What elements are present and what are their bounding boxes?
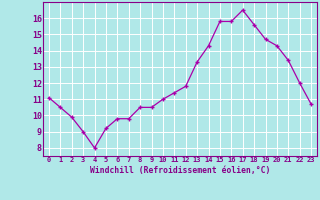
X-axis label: Windchill (Refroidissement éolien,°C): Windchill (Refroidissement éolien,°C) xyxy=(90,166,270,175)
